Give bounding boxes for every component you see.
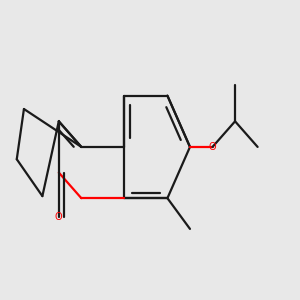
Text: O: O [209, 142, 216, 152]
Text: O: O [55, 212, 63, 222]
